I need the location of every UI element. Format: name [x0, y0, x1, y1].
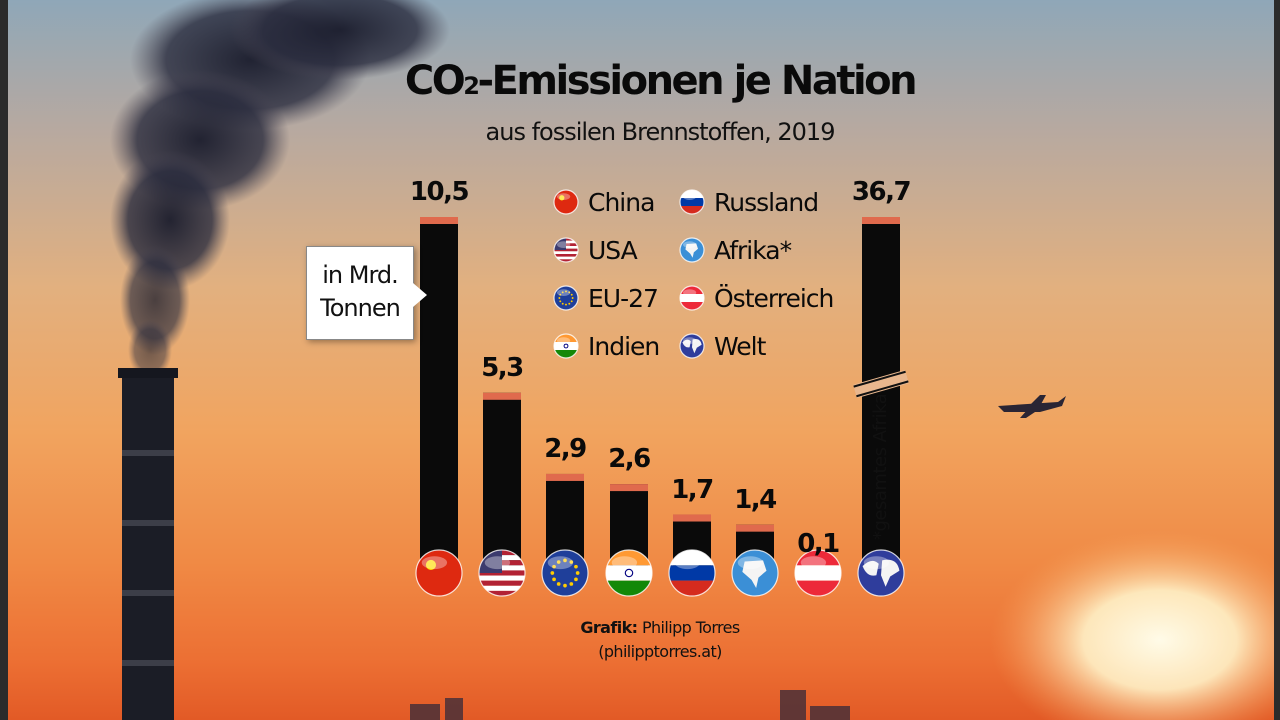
value-label-indien: 2,6	[608, 444, 651, 475]
legend-item-usa: USA	[552, 232, 638, 268]
unit-callout: in Mrd. Tonnen	[306, 246, 427, 340]
icon-eu-27	[541, 549, 589, 597]
chimney	[118, 368, 178, 720]
bar-eu-27-cap	[546, 473, 584, 481]
icon-russland	[668, 549, 716, 597]
legend-item-afrika: Afrika*	[678, 232, 792, 268]
city-silhouette	[410, 690, 850, 720]
flag-usa-glyph	[553, 237, 579, 263]
credit-author: Philipp Torres	[641, 618, 740, 637]
bar-russland-cap	[673, 514, 711, 522]
legend-item-russland: Russland	[678, 184, 819, 220]
unit-callout-line-2: Tonnen	[320, 294, 401, 322]
unit-callout-line-1: in Mrd.	[322, 261, 399, 289]
value-label-china: 10,5	[409, 177, 470, 207]
legend-item-eu-27: EU-27	[552, 280, 659, 316]
legend-label: Welt	[714, 331, 766, 361]
axis-break	[853, 369, 909, 399]
value-label--sterreich: 0,1	[797, 528, 840, 559]
flag-china-icon	[553, 189, 579, 215]
value-label-usa: 5,3	[481, 352, 524, 383]
icon-china	[415, 549, 463, 597]
legend-label: Österreich	[714, 283, 834, 313]
title-rest: -Emissionen je Nation	[477, 58, 917, 104]
bar-usa	[483, 392, 521, 572]
sun-glow	[990, 530, 1280, 720]
flag-russia-icon	[679, 189, 705, 215]
globe-africa-glyph	[679, 237, 705, 263]
title-co: CO	[404, 58, 466, 104]
legend-label: Russland	[714, 187, 819, 217]
bar-indien-cap	[610, 484, 648, 492]
flag-eu-glyph	[553, 285, 579, 311]
flag-russia-glyph	[679, 189, 705, 215]
footnote-afrika: *gesamtes Afrika	[870, 393, 891, 540]
legend-label: China	[588, 187, 655, 217]
chart-title: CO2-Emissionen je Nation	[0, 58, 1280, 104]
frame-right	[1274, 0, 1280, 720]
flag-india-icon	[553, 333, 579, 359]
bar-welt-cap	[862, 217, 900, 224]
legend-label: USA	[588, 235, 638, 265]
title-subscript-2: 2	[463, 72, 480, 100]
credit-label: Grafik:	[580, 618, 638, 637]
flag-eu-icon	[553, 285, 579, 311]
flag-austria-glyph	[679, 285, 705, 311]
globe-world-icon	[679, 333, 705, 359]
flag-india-glyph	[553, 333, 579, 359]
value-label-welt: 36,7	[851, 177, 912, 207]
flag-austria-icon	[679, 285, 705, 311]
bar-china	[420, 217, 458, 572]
airplane-silhouette	[998, 395, 1066, 418]
credit-site: (philipptorres.at)	[598, 642, 722, 661]
frame-left	[0, 0, 8, 720]
icon-welt	[857, 549, 905, 597]
legend-label: Indien	[588, 331, 660, 361]
credit-line: Grafik: Philipp Torres	[560, 618, 760, 637]
legend-label: EU-27	[588, 283, 659, 313]
legend-item-indien: Indien	[552, 328, 660, 364]
icon-usa	[478, 549, 526, 597]
chart-subtitle: aus fossilen Brennstoffen, 2019	[485, 118, 836, 146]
smoke-plume	[110, 0, 450, 380]
flag-china-glyph	[553, 189, 579, 215]
legend-item-china: China	[552, 184, 655, 220]
value-label-russland: 1,7	[671, 474, 714, 505]
icon-afrika	[731, 549, 779, 597]
icon--sterreich	[794, 549, 842, 597]
globe-africa-icon	[679, 237, 705, 263]
legend-label: Afrika*	[714, 235, 792, 265]
globe-world-glyph	[679, 333, 705, 359]
value-label-eu-27: 2,9	[544, 433, 587, 464]
legend-item-welt: Welt	[678, 328, 766, 364]
bar-usa-cap	[483, 392, 521, 400]
bar-china-cap	[420, 217, 458, 224]
flag-usa-icon	[553, 237, 579, 263]
legend-item--sterreich: Österreich	[678, 280, 834, 316]
axis-break-line-lower	[856, 380, 909, 398]
icon-indien	[605, 549, 653, 597]
value-label-afrika: 1,4	[734, 484, 777, 515]
bar-afrika-cap	[736, 524, 774, 532]
axis-break-line-upper	[853, 370, 906, 388]
